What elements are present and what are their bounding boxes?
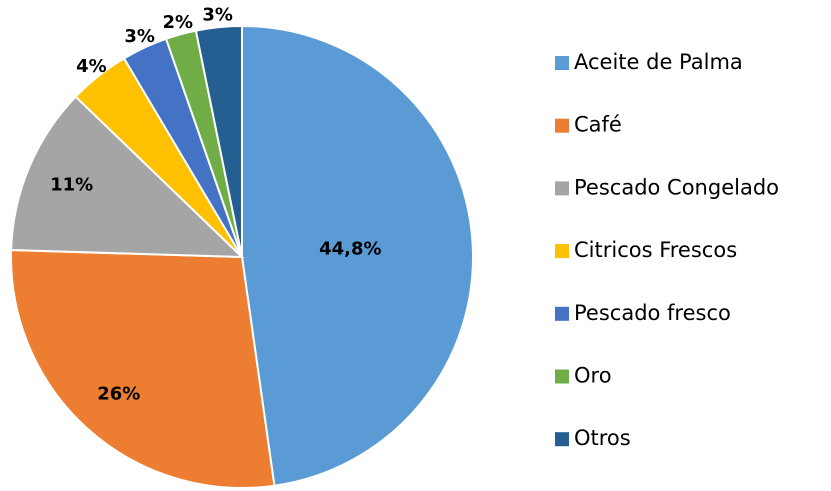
pie-slice — [241, 24, 474, 487]
pie-slice — [194, 24, 243, 258]
legend-swatch — [555, 56, 569, 70]
data-label: 26% — [97, 384, 140, 405]
pie-slice — [10, 95, 245, 259]
pie-slice — [10, 249, 276, 489]
legend-label: Pescado fresco — [574, 301, 731, 325]
data-label: 4% — [76, 56, 107, 77]
legend-label: Café — [574, 113, 622, 137]
data-label: 3% — [124, 26, 155, 47]
legend-swatch — [555, 432, 569, 447]
legend-label: Otros — [574, 426, 631, 450]
data-label: 11% — [50, 174, 93, 195]
legend-swatch — [555, 306, 569, 321]
legend-label: Oro — [574, 364, 612, 388]
legend-label: Aceite de Palma — [574, 50, 743, 74]
legend-swatch — [555, 244, 569, 259]
data-label: 44,8% — [319, 238, 381, 259]
legend-swatch — [555, 369, 569, 384]
legend-label: Citricos Frescos — [574, 238, 737, 262]
data-label: 3% — [202, 5, 233, 26]
legend-swatch — [555, 181, 569, 196]
data-label: 2% — [163, 12, 194, 33]
legend-swatch — [555, 118, 569, 133]
legend-label: Pescado Congelado — [574, 175, 779, 199]
